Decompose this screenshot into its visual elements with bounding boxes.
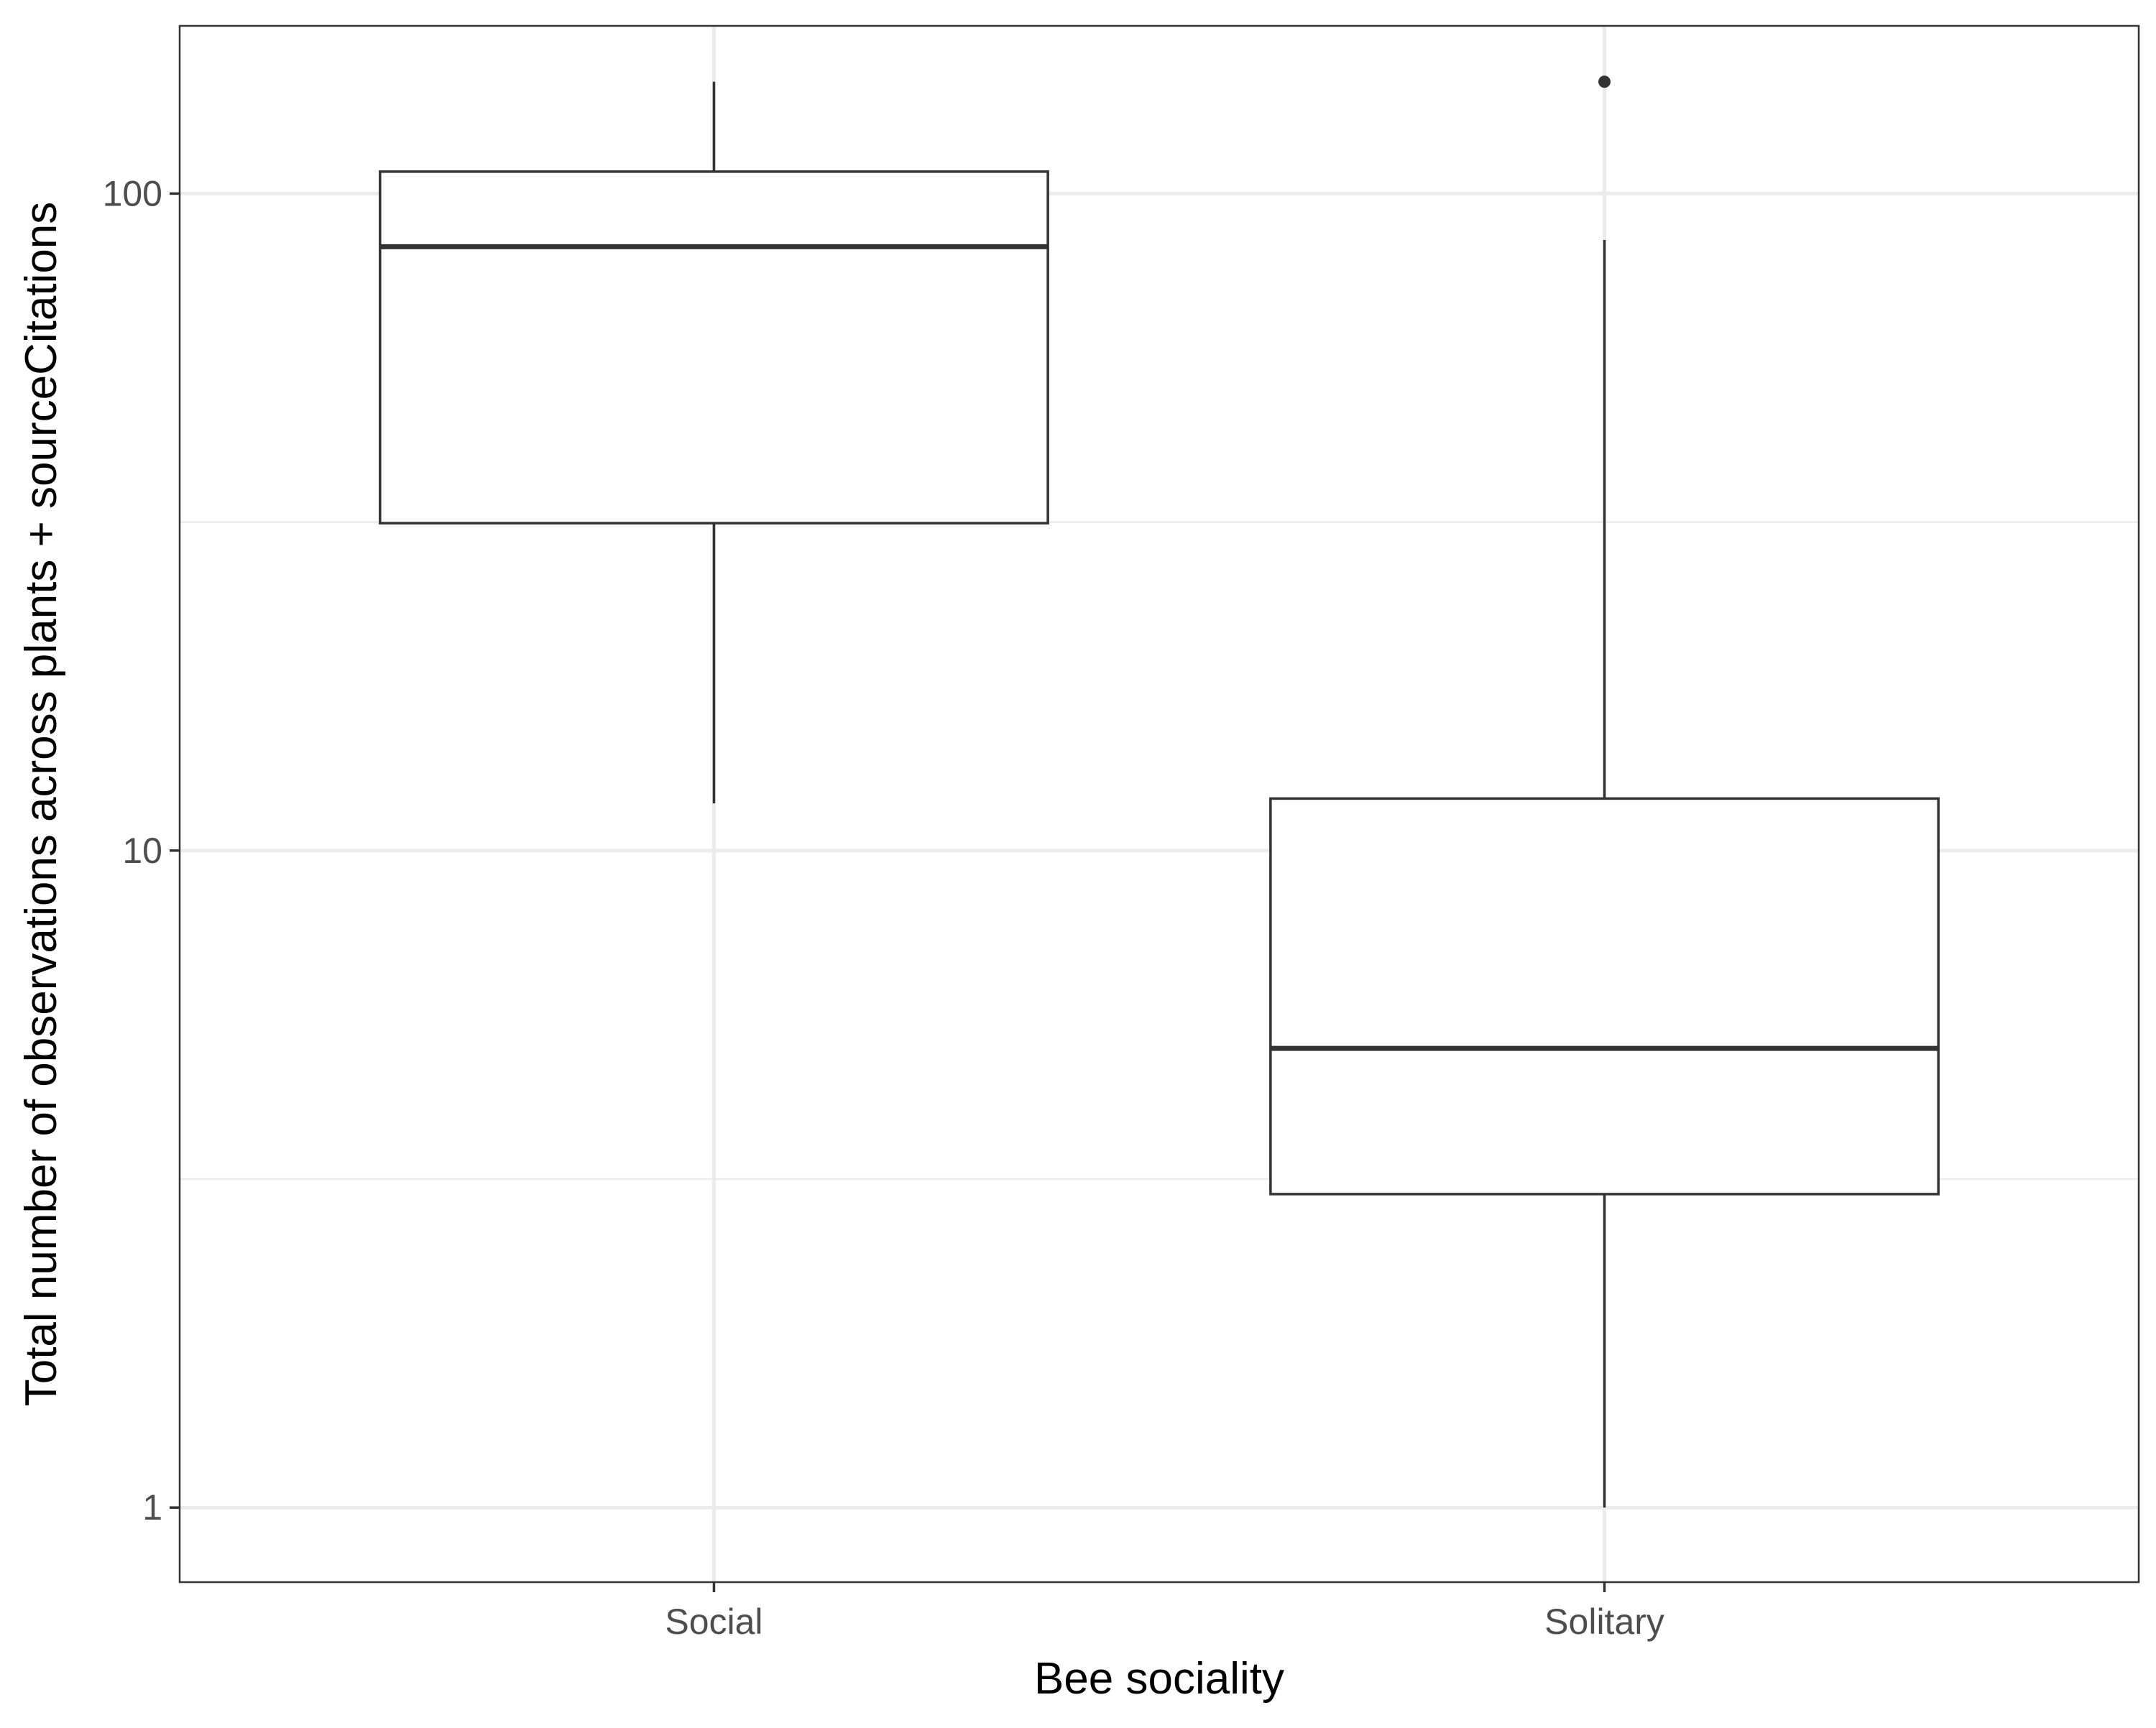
x-tick-label: Social (665, 1602, 763, 1642)
iqr-box (1269, 797, 1940, 1196)
outlier-point (1598, 75, 1611, 88)
box-social (379, 81, 1049, 804)
box-layer (379, 75, 1940, 1508)
x-axis-title: Bee sociality (1034, 1654, 1284, 1704)
axes: 1 10 100 Social Solitary (103, 173, 1664, 1642)
y-tick-label: 1 (142, 1487, 162, 1528)
iqr-box (379, 170, 1049, 525)
x-tick-label: Solitary (1544, 1602, 1664, 1642)
y-tick-label: 100 (103, 173, 162, 213)
y-tick-label: 10 (122, 831, 162, 871)
box-solitary (1269, 75, 1940, 1508)
panel-border (178, 24, 2140, 1584)
y-axis-title: Total number of observations across plan… (17, 202, 66, 1407)
